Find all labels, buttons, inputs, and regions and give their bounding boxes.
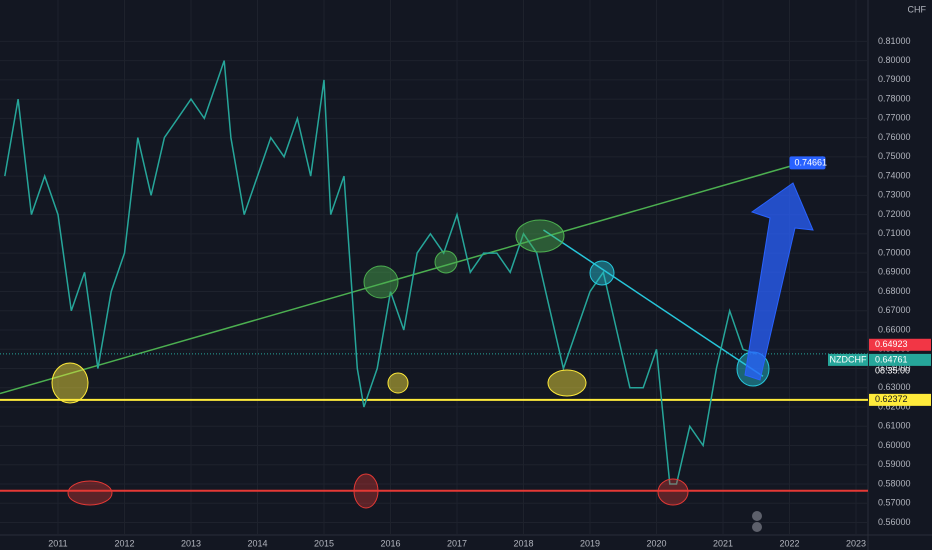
price-tag-label: 0.62372 <box>875 394 908 404</box>
y-tick-label: 0.56000 <box>878 517 911 527</box>
x-tick-label: 2013 <box>181 538 201 548</box>
ellipse <box>434 250 458 274</box>
ellipse <box>51 362 89 404</box>
symbol-tag <box>828 353 868 366</box>
trend-line <box>543 229 764 377</box>
x-tick-label: 2023 <box>846 538 866 548</box>
y-tick-label: 0.79000 <box>878 74 911 84</box>
price-tag-label: 0.64923 <box>875 339 908 349</box>
trend-line <box>0 156 823 395</box>
ellipse <box>515 219 565 253</box>
y-tick-label: 0.80000 <box>878 55 911 65</box>
icon <box>752 522 762 532</box>
y-tick-label: 0.62000 <box>878 401 911 411</box>
symbol-label: NZDCHF <box>830 354 867 364</box>
ellipse <box>657 478 689 506</box>
y-tick-label: 0.68000 <box>878 286 911 296</box>
y-tick-label: 0.64000 <box>878 363 911 373</box>
y-tick-label: 0.77000 <box>878 113 911 123</box>
y-tick-label: 0.72000 <box>878 209 911 219</box>
currency-label: CHF <box>908 4 927 14</box>
y-tick-label: 0.67000 <box>878 305 911 315</box>
x-tick-label: 2014 <box>247 538 267 548</box>
price-tag <box>869 338 931 351</box>
y-tick-label: 0.57000 <box>878 498 911 508</box>
x-tick-label: 2019 <box>580 538 600 548</box>
y-tick-label: 0.74000 <box>878 170 911 180</box>
y-tick-label: 0.75000 <box>878 151 911 161</box>
price-tag <box>869 393 931 406</box>
x-tick-label: 2011 <box>48 538 67 548</box>
y-tick-label: 0.63000 <box>878 382 911 392</box>
y-tick-label: 0.58000 <box>878 478 911 488</box>
x-tick-label: 2020 <box>647 538 667 548</box>
ellipse <box>67 480 113 506</box>
y-tick-label: 0.60000 <box>878 440 911 450</box>
ellipse <box>353 473 379 509</box>
x-tick-label: 2022 <box>780 538 800 548</box>
overlay: 0.56000 0.57000 0.58000 0.59000 0.60000 0.610… <box>48 36 931 548</box>
price-tag-label: 0.64761 <box>875 354 908 364</box>
arrow <box>744 182 814 381</box>
y-tick-label: 0.76000 <box>878 132 911 142</box>
ellipse <box>547 369 587 397</box>
target-tag <box>789 156 826 170</box>
x-tick-label: 2012 <box>114 538 134 548</box>
price-line <box>4 60 757 485</box>
ellipse <box>589 260 615 286</box>
y-tick-label: 0.69000 <box>878 267 911 277</box>
target-label: 0.74661 <box>794 158 827 168</box>
y-tick-label: 0.59000 <box>878 459 911 469</box>
y-tick-label: 0.61000 <box>878 421 911 431</box>
countdown: 08:35:00 <box>875 365 910 375</box>
x-tick-label: 2017 <box>447 538 467 548</box>
x-tick-label: 2016 <box>380 538 400 548</box>
x-tick-label: 2015 <box>314 538 334 548</box>
y-tick-label: 0.73000 <box>878 190 911 200</box>
plot <box>0 0 868 535</box>
y-tick-label: 0.66000 <box>878 324 911 334</box>
y-tick-label: 0.71000 <box>878 228 911 238</box>
price-axis <box>868 0 932 550</box>
price-tag <box>869 353 931 366</box>
y-tick-label: 0.78000 <box>878 93 911 103</box>
y-tick-label: 0.81000 <box>878 36 911 46</box>
ellipse <box>363 265 399 299</box>
ellipse <box>387 372 409 394</box>
x-tick-label: 2021 <box>713 538 733 548</box>
x-tick-label: 2018 <box>513 538 533 548</box>
icon <box>752 511 762 521</box>
y-tick-label: 0.70000 <box>878 247 911 257</box>
highlights <box>51 219 770 509</box>
